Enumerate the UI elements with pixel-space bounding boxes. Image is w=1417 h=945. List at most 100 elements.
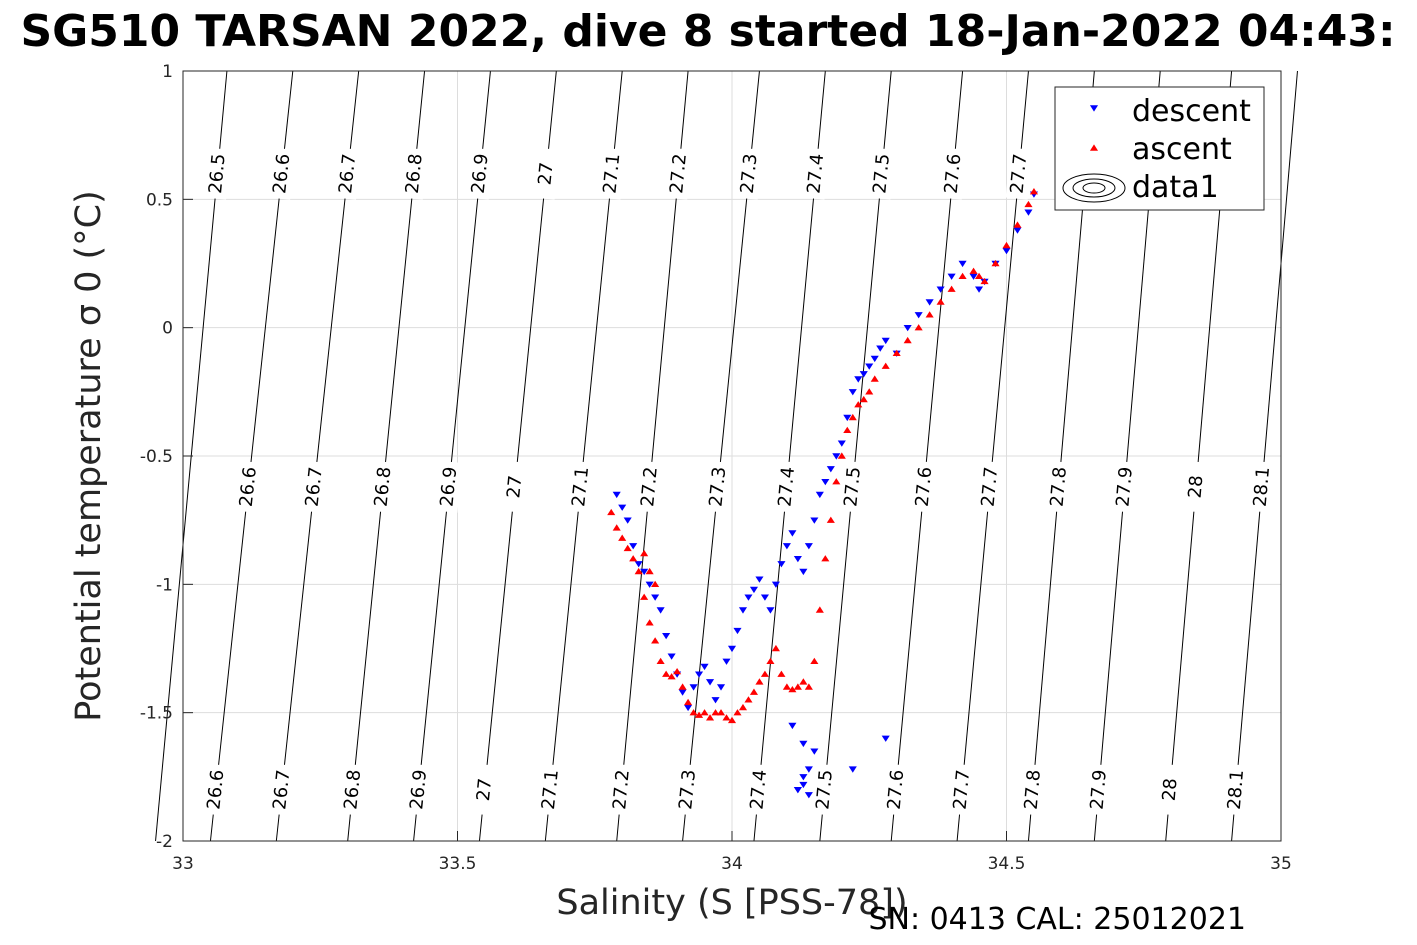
contour-label-bg	[268, 763, 296, 816]
density-contour-line	[413, 70, 491, 842]
data-point-descent	[695, 671, 704, 678]
contour-label-bg	[1157, 763, 1184, 816]
y-tick-label: 0.5	[146, 190, 173, 210]
data-point-ascent	[771, 644, 780, 652]
data-point-ascent	[727, 716, 737, 724]
data-point-descent	[804, 543, 813, 550]
y-axis-ticks: 1 0.5 0 -0.5 -1 -1.5 -2	[140, 62, 193, 852]
data-point-ascent	[656, 657, 665, 665]
data-point-descent	[705, 679, 715, 686]
density-contour-label: 27.9	[1087, 769, 1111, 811]
contour-label-bg	[369, 460, 397, 513]
y-axis-label: Potential temperature σ 0 (°C)	[69, 190, 109, 722]
data-point-descent	[881, 735, 890, 742]
y-tick-label: -2	[156, 832, 173, 852]
data-point-ascent	[645, 619, 654, 626]
data-point-ascent	[760, 670, 769, 677]
density-contour-label: 27.8	[1047, 466, 1071, 508]
data-point-descent	[832, 453, 841, 460]
data-point-descent	[1002, 247, 1011, 255]
density-contour-line	[347, 70, 426, 842]
data-point-ascent	[766, 657, 775, 665]
density-contour-label: 27.5	[812, 769, 837, 811]
data-point-descent	[618, 504, 627, 511]
density-contour-label: 27.6	[884, 769, 909, 811]
density-contour-line	[209, 70, 294, 842]
data-point-descent	[815, 491, 824, 499]
data-point-ascent	[914, 324, 923, 331]
data-point-descent	[837, 440, 846, 447]
contour-label-bg	[501, 460, 529, 513]
density-contour-label: 27.8	[1021, 769, 1045, 811]
data-point-descent	[629, 543, 638, 550]
data-point-descent	[667, 653, 676, 660]
data-point-ascent	[903, 336, 912, 344]
data-point-descent	[821, 478, 830, 486]
x-tick-label: 34	[721, 854, 743, 874]
legend: descent ascent data1	[1054, 86, 1265, 211]
density-contour-label: 26.9	[406, 769, 431, 811]
density-contour-label: 27.3	[706, 466, 731, 508]
data-point-descent	[700, 663, 709, 671]
density-contour-label: 26.5	[205, 153, 230, 195]
data-point-ascent	[689, 709, 698, 716]
data-point-descent	[914, 312, 923, 319]
legend-triangle-up	[1089, 144, 1099, 151]
data-point-descent	[623, 517, 632, 524]
data-point-descent	[975, 286, 984, 293]
contour-label-bg	[608, 763, 635, 816]
density-contour-line	[544, 70, 623, 842]
density-contour-line	[890, 70, 964, 842]
data-point-descent	[799, 568, 808, 576]
contour-label-bg	[1045, 460, 1072, 513]
density-contour-label: 26.7	[269, 769, 294, 811]
data-point-ascent	[826, 516, 835, 523]
density-contour-line	[753, 70, 826, 842]
density-contour-label: 27.7	[1007, 153, 1032, 195]
y-tick-label: -1.5	[140, 704, 173, 724]
density-contour-label: 26.6	[203, 769, 228, 811]
density-contour-label: 26.6	[269, 153, 294, 195]
density-contour-label: 28.1	[1224, 769, 1248, 811]
contour-label-bg	[839, 460, 866, 513]
density-contour-label: 27.2	[637, 466, 662, 508]
density-contour-label: 27.4	[774, 466, 799, 508]
contour-label-bg	[735, 147, 763, 200]
density-contour-line	[275, 70, 360, 842]
data-point-ascent	[678, 683, 687, 690]
contour-label-bg	[466, 147, 494, 200]
data-point-descent	[793, 555, 802, 563]
data-point-ascent	[804, 683, 813, 690]
data-point-descent	[612, 491, 621, 499]
density-contour-label: 27.7	[950, 769, 975, 811]
data-point-ascent	[744, 696, 753, 703]
data-point-descent	[804, 792, 813, 799]
contour-label-bg	[400, 147, 428, 200]
data-point-descent	[854, 376, 863, 383]
data-point-descent	[755, 576, 764, 583]
contour-label-bg	[334, 147, 362, 200]
calibration-footer: SN: 0413 CAL: 25012021	[868, 902, 1246, 937]
data-point-ascent	[755, 678, 764, 685]
density-contour-label: 26.9	[436, 466, 461, 508]
data-point-ascent	[623, 544, 632, 552]
data-point-ascent	[667, 673, 676, 680]
data-point-ascent	[782, 683, 791, 690]
legend-label-descent: descent	[1132, 94, 1251, 129]
density-contour-line	[616, 70, 689, 842]
data-point-ascent	[749, 688, 759, 695]
data-point-descent	[788, 530, 797, 537]
contour-label-bg	[1222, 763, 1250, 816]
data-point-ascent	[848, 413, 857, 421]
density-contour-label: 27	[534, 161, 557, 186]
data-point-ascent	[975, 272, 984, 280]
density-contour-label: 27.5	[840, 466, 865, 508]
data-point-ascent	[815, 606, 824, 613]
data-point-ascent	[991, 259, 1000, 267]
data-point-ascent	[947, 285, 956, 292]
data-point-descent	[799, 781, 808, 789]
contour-label-bg	[471, 763, 499, 816]
data-point-ascent	[925, 311, 934, 318]
data-point-ascent	[640, 549, 649, 557]
data-point-descent	[936, 286, 945, 293]
